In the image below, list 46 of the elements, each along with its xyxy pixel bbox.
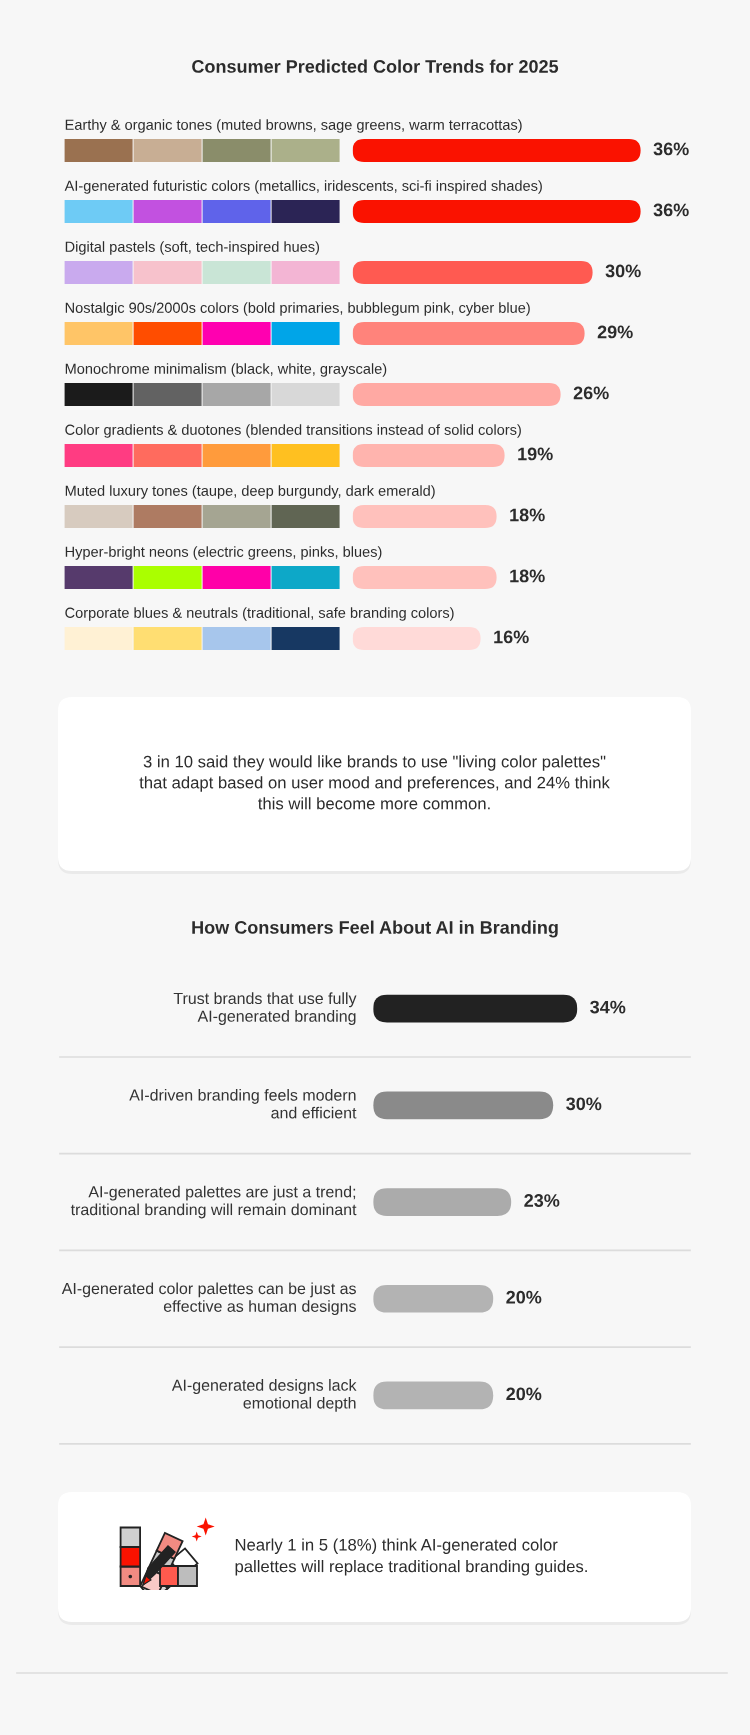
chart-title: Consumer Predicted Color Trends for 2025 <box>192 59 559 73</box>
bar <box>373 1091 554 1120</box>
y-tick-label: Trust brands that use fully AI-generated branding <box>173 992 357 1025</box>
bar <box>373 994 578 1023</box>
bar <box>352 566 497 589</box>
y-tick-label: Hyper-bright neons (electric greens, pinks, blues) <box>65 546 382 560</box>
y-tick-label: Digital pastels (soft, tech-inspired hues) <box>65 241 320 255</box>
bar <box>373 1284 494 1313</box>
bar <box>352 444 505 467</box>
bar <box>373 1381 494 1410</box>
y-tick-label: AI-generated designs lack emotional depth <box>171 1379 357 1412</box>
chart-title: How Consumers Feel About AI in Branding <box>192 920 558 938</box>
data-label: 18% <box>510 508 545 522</box>
y-tick-label: Color gradients & duotones (blended transitions instead of solid colors) <box>65 424 521 438</box>
y-tick-label: AI-generated futuristic colors (metallics, iridescents, sci-fi inspired shades) <box>64 180 542 194</box>
data-label: 29% <box>597 325 633 339</box>
bar <box>352 139 641 162</box>
text: 3 in 10 said they would like brands to use "living color palettes" that adapt based on user mood and preferences, and 24% think this will become more common. <box>139 755 610 810</box>
bar <box>352 261 593 284</box>
bar <box>352 200 641 223</box>
bar <box>352 627 481 650</box>
bar <box>352 383 561 406</box>
bar <box>352 322 585 345</box>
data-label: 36% <box>653 142 689 156</box>
y-tick-label: AI-generated palettes are just a trend; traditional branding will remain dominant <box>70 1185 357 1219</box>
data-label: 18% <box>510 569 545 583</box>
data-label: 16% <box>494 630 529 644</box>
bar <box>352 505 497 528</box>
bar <box>373 1188 512 1216</box>
y-tick-label: Earthy & organic tones (muted browns, sage greens, warm terracottas) <box>65 119 522 133</box>
data-label: 20% <box>506 1290 542 1304</box>
data-label: 34% <box>590 1000 626 1014</box>
y-tick-label: AI-generated color palettes can be just as effective as human designs <box>61 1282 356 1316</box>
data-label: 30% <box>605 264 641 278</box>
y-tick-label: Muted luxury tones (taupe, deep burgundy, dark emerald) <box>65 485 435 499</box>
data-label: 26% <box>573 386 609 400</box>
data-label: 30% <box>566 1097 602 1111</box>
data-label: 36% <box>653 203 689 217</box>
text: Nearly 1 in 5 (18%) think AI-generated color pallettes will replace traditional branding guides. <box>235 1538 587 1576</box>
y-tick-label: Nostalgic 90s/2000s colors (bold primaries, bubblegum pink, cyber blue) <box>65 302 530 316</box>
data-label: 19% <box>518 447 553 461</box>
data-label: 23% <box>524 1194 560 1207</box>
data-label: 20% <box>506 1387 542 1401</box>
y-tick-label: Monochrome minimalism (black, white, grayscale) <box>65 363 387 377</box>
y-tick-label: Corporate blues & neutrals (traditional, safe branding colors) <box>65 607 454 621</box>
y-tick-label: AI-driven branding feels modern and efficient <box>129 1089 357 1119</box>
